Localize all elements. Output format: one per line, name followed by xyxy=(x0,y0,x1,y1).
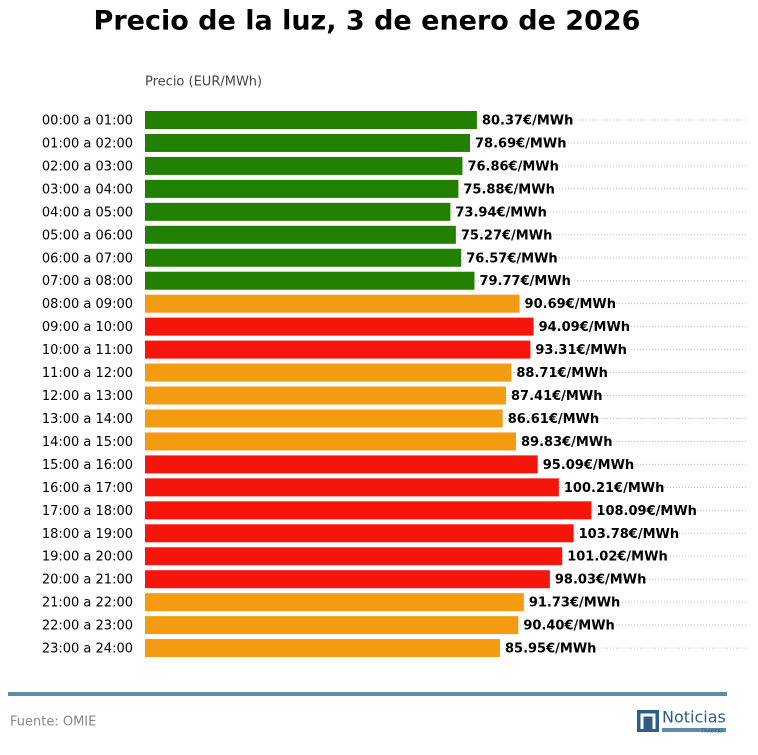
logo: Noticias TRABAJO xyxy=(637,708,726,735)
logo-bar xyxy=(662,728,726,732)
y-tick-label: 09:00 a 10:00 xyxy=(42,320,133,335)
value-label: 89.83€/MWh xyxy=(521,435,612,450)
y-tick-label: 17:00 a 18:00 xyxy=(42,504,133,519)
bar xyxy=(145,409,503,428)
value-label: 76.57€/MWh xyxy=(466,251,557,266)
y-tick-label: 06:00 a 07:00 xyxy=(42,251,133,266)
bar xyxy=(145,547,563,566)
value-label: 76.86€/MWh xyxy=(467,159,558,174)
value-label: 78.69€/MWh xyxy=(475,136,566,151)
y-tick-label: 21:00 a 22:00 xyxy=(42,596,133,611)
y-tick-label: 20:00 a 21:00 xyxy=(42,573,133,588)
value-label: 88.71€/MWh xyxy=(516,366,607,381)
value-label: 95.09€/MWh xyxy=(543,458,634,473)
y-tick-label: 12:00 a 13:00 xyxy=(42,389,133,404)
bar xyxy=(145,570,550,589)
y-tick-label: 18:00 a 19:00 xyxy=(42,527,133,542)
bar xyxy=(145,156,463,175)
value-label: 98.03€/MWh xyxy=(555,573,646,588)
bar xyxy=(145,202,451,221)
y-tick-label: 05:00 a 06:00 xyxy=(42,228,133,243)
value-label: 87.41€/MWh xyxy=(511,389,602,404)
bar xyxy=(145,294,520,313)
bar xyxy=(145,386,507,405)
bar xyxy=(145,111,477,129)
value-label: 108.09€/MWh xyxy=(596,504,697,519)
value-label: 103.78€/MWh xyxy=(579,527,680,542)
logo-icon xyxy=(637,710,659,732)
value-label: 75.27€/MWh xyxy=(461,228,552,243)
y-tick-label: 07:00 a 08:00 xyxy=(42,274,133,289)
value-label: 85.95€/MWh xyxy=(505,642,596,657)
bar xyxy=(145,524,574,543)
y-tick-label: 10:00 a 11:00 xyxy=(42,343,133,358)
y-tick-label: 13:00 a 14:00 xyxy=(42,412,133,427)
chart-title: Precio de la luz, 3 de enero de 2026 xyxy=(94,6,641,37)
bar xyxy=(145,455,538,474)
y-tick-label: 16:00 a 17:00 xyxy=(42,481,133,496)
value-label: 90.69€/MWh xyxy=(525,297,616,312)
y-tick-label: 04:00 a 05:00 xyxy=(42,205,133,220)
bar xyxy=(145,593,524,612)
y-tick-label: 02:00 a 03:00 xyxy=(42,159,133,174)
y-tick-label: 01:00 a 02:00 xyxy=(42,136,133,151)
value-label: 79.77€/MWh xyxy=(479,274,570,289)
value-label: 90.40€/MWh xyxy=(523,619,614,634)
bar xyxy=(145,179,459,198)
value-label: 101.02€/MWh xyxy=(567,550,668,565)
y-tick-label: 08:00 a 09:00 xyxy=(42,297,133,312)
value-label: 86.61€/MWh xyxy=(508,412,599,427)
value-label: 80.37€/MWh xyxy=(482,114,573,129)
bar xyxy=(145,317,534,336)
bar xyxy=(145,340,531,359)
y-tick-label: 00:00 a 01:00 xyxy=(42,114,133,129)
logo-name: Noticias xyxy=(662,708,726,727)
bar xyxy=(145,248,462,267)
bar xyxy=(145,639,500,658)
y-tick-label: 23:00 a 24:00 xyxy=(42,642,133,657)
bar xyxy=(145,616,519,635)
y-tick-label: 15:00 a 16:00 xyxy=(42,458,133,473)
logo-glyph xyxy=(640,713,656,729)
y-tick-label: 03:00 a 04:00 xyxy=(42,182,133,197)
axis-label: Precio (EUR/MWh) xyxy=(145,75,262,90)
y-tick-label: 22:00 a 23:00 xyxy=(42,619,133,634)
source: Fuente: OMIE xyxy=(10,715,96,730)
value-label: 94.09€/MWh xyxy=(539,320,630,335)
bar xyxy=(145,432,517,451)
bar xyxy=(145,363,512,382)
value-label: 91.73€/MWh xyxy=(529,596,620,611)
bar xyxy=(145,501,592,520)
y-tick-label: 11:00 a 12:00 xyxy=(42,366,133,381)
y-tick-label: 19:00 a 20:00 xyxy=(42,550,133,565)
value-label: 73.94€/MWh xyxy=(455,205,546,220)
bar xyxy=(145,133,471,152)
bar xyxy=(145,478,559,497)
value-label: 93.31€/MWh xyxy=(535,343,626,358)
bar xyxy=(145,225,456,244)
bar xyxy=(145,271,475,290)
value-label: 75.88€/MWh xyxy=(463,182,554,197)
logo-tagline: TRABAJO xyxy=(700,729,723,735)
value-label: 100.21€/MWh xyxy=(564,481,665,496)
y-tick-label: 14:00 a 15:00 xyxy=(42,435,133,450)
